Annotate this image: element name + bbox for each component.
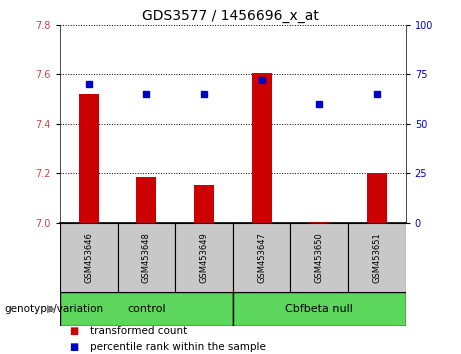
Text: percentile rank within the sample: percentile rank within the sample <box>90 342 266 352</box>
Text: GSM453646: GSM453646 <box>84 232 93 283</box>
Bar <box>252 73 272 223</box>
Bar <box>233 292 406 326</box>
Bar <box>175 223 233 292</box>
Bar <box>367 173 387 223</box>
Text: GSM453650: GSM453650 <box>315 232 324 283</box>
Bar <box>233 223 290 292</box>
Text: ■: ■ <box>69 342 78 352</box>
Bar <box>136 177 156 223</box>
Text: Cbfbeta null: Cbfbeta null <box>285 304 353 314</box>
Text: genotype/variation: genotype/variation <box>5 304 104 314</box>
Text: GSM453649: GSM453649 <box>200 232 208 283</box>
Bar <box>194 184 214 223</box>
Bar <box>348 223 406 292</box>
Text: ■: ■ <box>69 326 78 336</box>
Text: GSM453648: GSM453648 <box>142 232 151 283</box>
Bar <box>60 292 233 326</box>
Bar <box>118 223 175 292</box>
Text: GDS3577 / 1456696_x_at: GDS3577 / 1456696_x_at <box>142 9 319 23</box>
Text: ▶: ▶ <box>47 304 55 314</box>
Bar <box>309 222 329 223</box>
Bar <box>60 223 118 292</box>
Text: GSM453647: GSM453647 <box>257 232 266 283</box>
Bar <box>290 223 348 292</box>
Text: control: control <box>127 304 165 314</box>
Bar <box>79 94 99 223</box>
Text: GSM453651: GSM453651 <box>372 232 381 283</box>
Text: transformed count: transformed count <box>90 326 187 336</box>
